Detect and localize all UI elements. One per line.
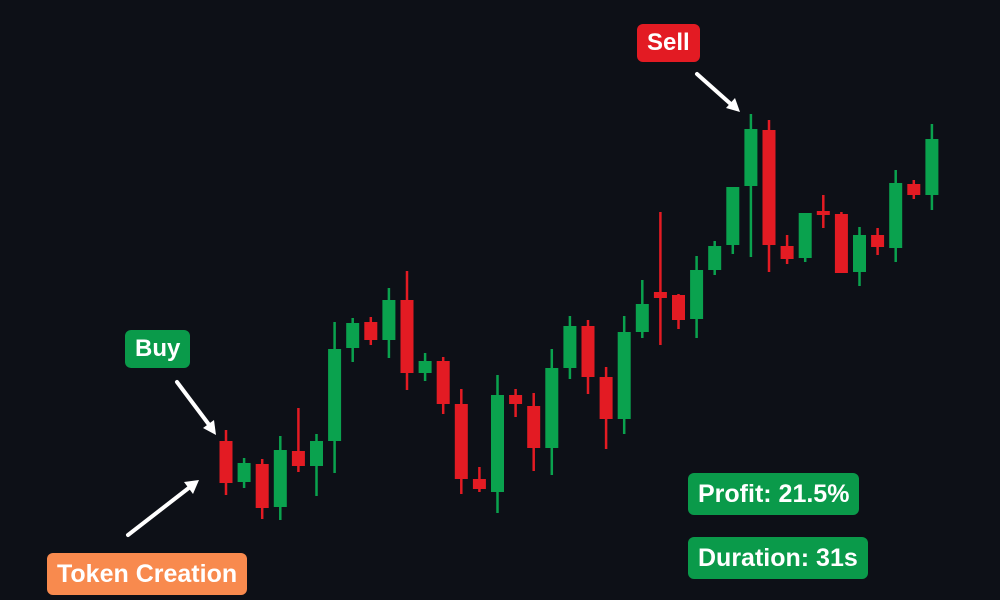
candle-body-up	[925, 139, 939, 195]
candle-body-down	[509, 395, 523, 404]
candle-body-down	[780, 246, 794, 259]
candle-body-down	[472, 479, 486, 489]
candle-body-down	[653, 292, 667, 298]
candle-body-down	[834, 214, 848, 273]
candle-body-down	[255, 464, 269, 508]
candle-body-up	[853, 235, 866, 272]
candle-body-down	[219, 441, 233, 483]
candle-body-down	[816, 211, 830, 215]
candle-body-up	[237, 463, 251, 482]
candles-group	[219, 114, 939, 520]
candle-body-down	[454, 404, 468, 479]
token-creation-arrow	[126, 485, 192, 537]
candle-body-up	[726, 187, 740, 245]
candle-body-up	[382, 300, 396, 340]
candle-body-up	[617, 332, 631, 419]
candle-body-up	[744, 129, 758, 186]
token-creation-arrow-head	[184, 480, 199, 494]
candle-body-down	[400, 300, 414, 373]
candle-body-down	[762, 130, 776, 245]
sell-arrow	[695, 72, 735, 108]
candle-body-up	[346, 323, 360, 348]
buy-arrow	[175, 380, 212, 428]
candle-body-up	[491, 395, 504, 492]
candle-body-down	[672, 295, 685, 320]
candle-body-up	[889, 183, 903, 248]
candle-body-up	[708, 246, 722, 270]
candle-body-up	[310, 441, 323, 466]
candle-body-down	[907, 184, 921, 195]
profit-badge: Profit: 21.5%	[688, 473, 860, 515]
candle-body-up	[418, 361, 432, 373]
candle-body-down	[581, 326, 595, 377]
candle-body-up	[328, 349, 342, 441]
duration-badge: Duration: 31s	[688, 537, 868, 579]
token-creation-badge: Token Creation	[47, 553, 248, 595]
candle-body-down	[364, 322, 378, 340]
candle-body-down	[527, 406, 541, 448]
candle-body-up	[563, 326, 577, 368]
candle-body-down	[599, 377, 613, 419]
sell-arrow-head	[726, 98, 740, 112]
sell-badge: Sell	[637, 24, 700, 62]
candle-body-up	[635, 304, 649, 332]
candle-body-up	[273, 450, 287, 507]
buy-arrow-head	[203, 420, 216, 435]
buy-badge: Buy	[125, 330, 191, 368]
candle-body-up	[690, 270, 704, 319]
candle-body-up	[798, 213, 812, 258]
candle-body-down	[291, 451, 305, 466]
candle-body-down	[436, 361, 450, 404]
annotation-arrows	[126, 72, 740, 537]
candle-body-down	[871, 235, 885, 247]
candle-body-up	[545, 368, 559, 448]
